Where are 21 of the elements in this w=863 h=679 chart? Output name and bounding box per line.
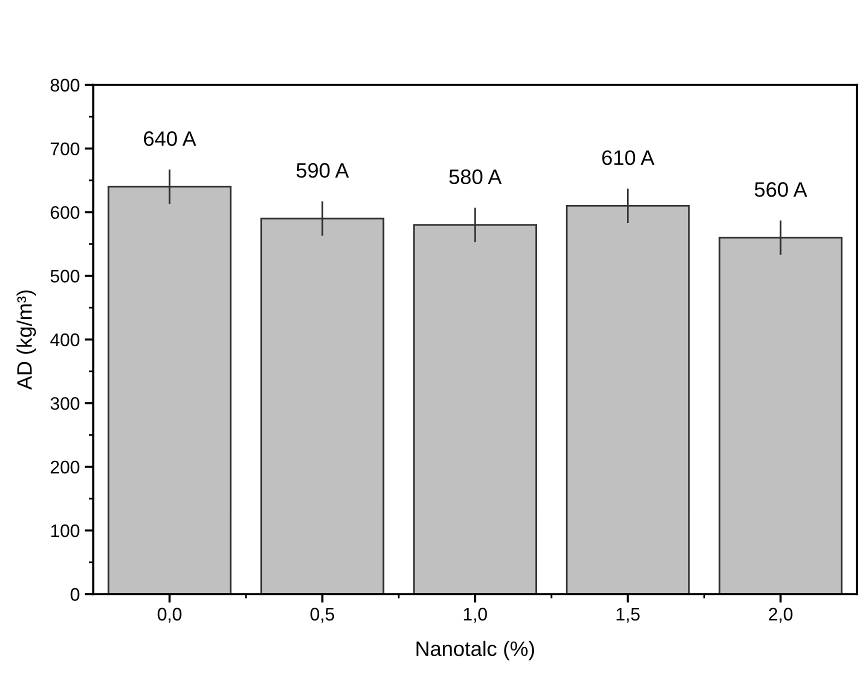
- x-tick-label: 1,0: [464, 608, 487, 623]
- y-tick-label: 200: [50, 460, 80, 474]
- x-axis-title: Nanotalc (%): [416, 640, 534, 660]
- y-tick-label: 400: [50, 333, 80, 346]
- x-tick-label: 1,5: [616, 608, 640, 623]
- y-tick-label: 500: [50, 270, 80, 283]
- y-tick-label: 0: [70, 588, 80, 601]
- y-tick-label: 300: [50, 397, 80, 410]
- data-label: 580 A: [449, 169, 502, 184]
- x-tick-label: 0,0: [158, 608, 182, 623]
- data-label: 640 A: [144, 131, 196, 146]
- data-label: 610 A: [602, 150, 654, 166]
- x-tick-label: 0,5: [310, 608, 334, 623]
- data-label: 590 A: [296, 163, 349, 178]
- y-tick-label: 800: [50, 78, 80, 92]
- data-label: 560 A: [754, 182, 808, 197]
- x-tick-label: 2,0: [768, 608, 792, 623]
- y-tick-label: 700: [50, 142, 80, 156]
- y-tick-label: 100: [51, 524, 80, 538]
- y-tick-label: 600: [50, 206, 80, 219]
- y-axis-title: AD (kg/m³): [16, 290, 36, 390]
